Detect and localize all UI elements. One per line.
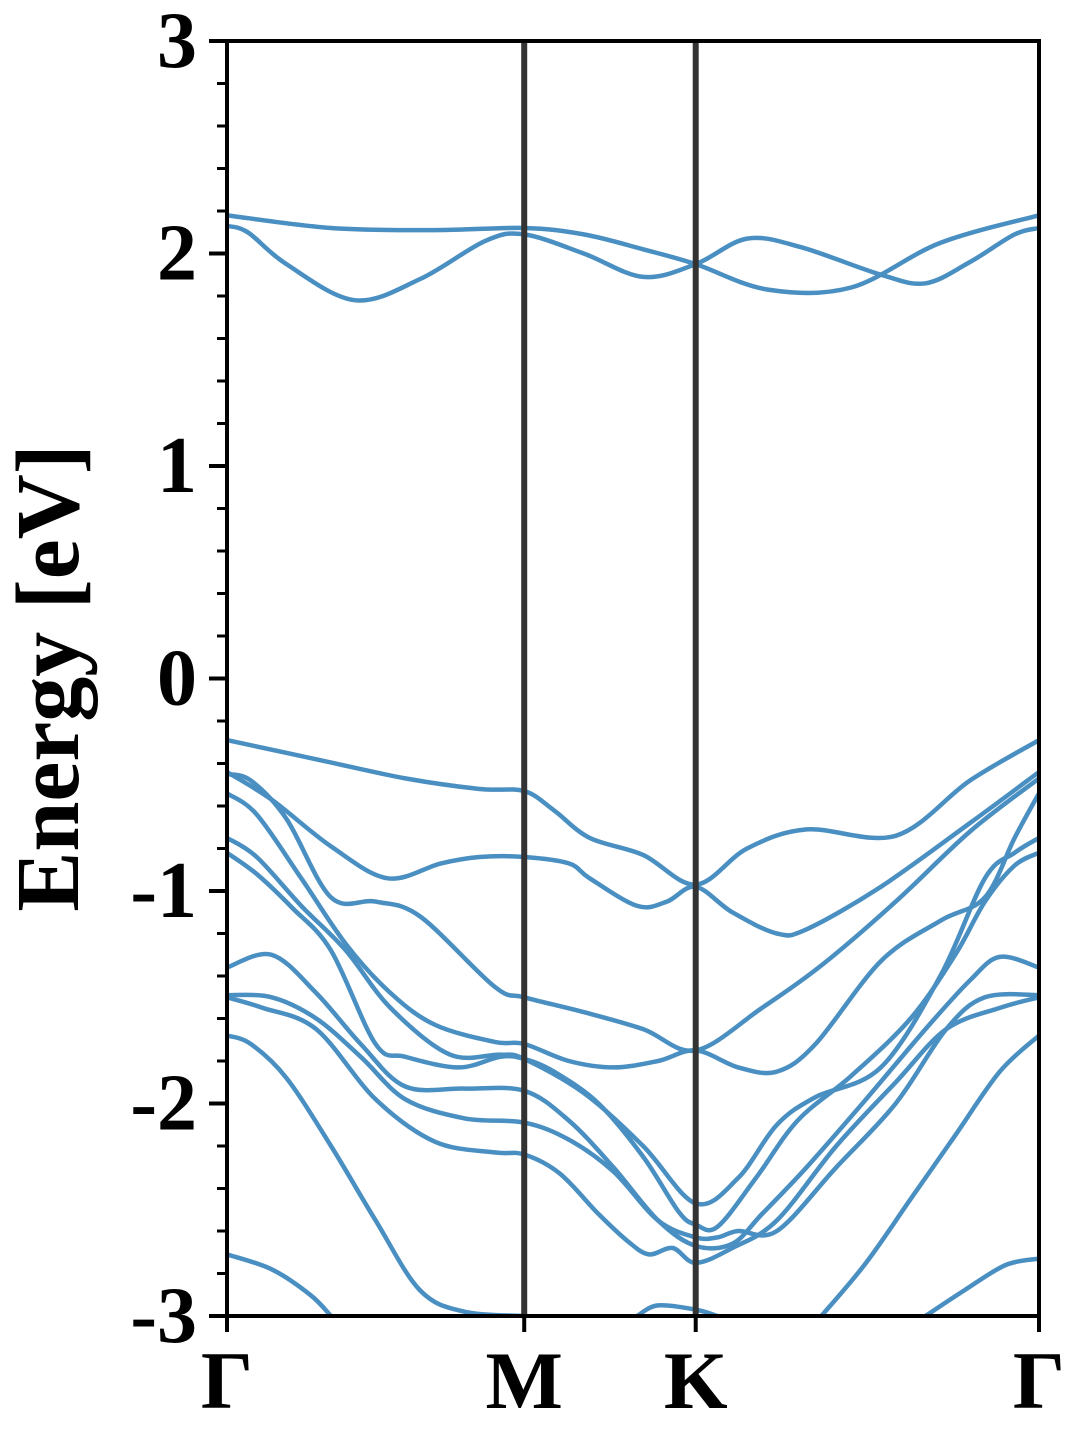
y-tick-label: 2: [157, 210, 197, 298]
band-line-15: [227, 1252, 334, 1316]
kpoint-label: M: [486, 1335, 563, 1426]
y-tick-label: 0: [157, 635, 197, 723]
kpoint-label: Γ: [1013, 1335, 1065, 1426]
y-axis-label: Energy [eV]: [0, 444, 98, 911]
band-line-14: [819, 1033, 1039, 1316]
band-line-11: [227, 995, 1039, 1266]
band-line-9: [227, 951, 1039, 1251]
band-line-6: [227, 791, 1039, 1076]
y-tick-label: -2: [130, 1060, 197, 1148]
band-line-4: [227, 769, 1039, 938]
band-line-10: [227, 991, 1039, 1242]
band-line-2: [227, 223, 1039, 303]
y-tick-label: -1: [130, 847, 197, 935]
band-line-7: [227, 835, 1039, 1207]
high-symmetry-lines: [521, 41, 699, 1316]
y-axis: 3 2 1 0 -1 -2 -3: [130, 0, 227, 1360]
band-line-1: [227, 213, 1039, 296]
band-line-12: [227, 1033, 527, 1316]
band-line-13: [634, 1302, 720, 1316]
band-line-5: [227, 771, 1039, 1053]
y-tick-label: -3: [130, 1272, 197, 1360]
kpoint-label: K: [664, 1335, 728, 1426]
band-line-16: [923, 1256, 1039, 1316]
y-tick-label: 1: [157, 422, 197, 510]
kpoint-label: Γ: [201, 1335, 253, 1426]
band-line-3: [227, 737, 1039, 887]
bands-layer: [227, 213, 1039, 1316]
band-line-8: [227, 850, 1039, 1233]
plot-frame: [225, 39, 1041, 1318]
y-tick-label: 3: [157, 0, 197, 85]
